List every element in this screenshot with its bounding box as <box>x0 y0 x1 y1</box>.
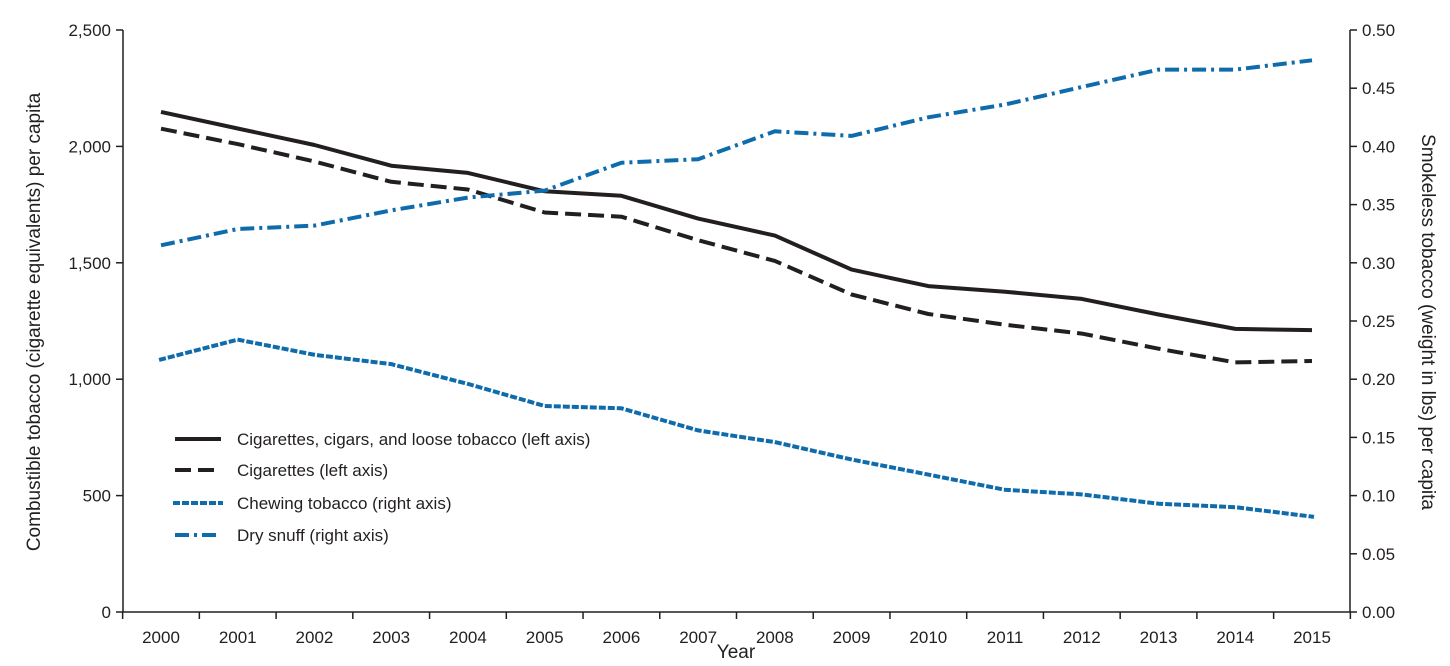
right-y-axis-title: Smokeless tobacco (weight in lbs) per ca… <box>1417 134 1438 510</box>
x-tick-label: 2000 <box>142 628 180 647</box>
series-line-3 <box>160 58 1313 248</box>
right-y-tick-label: 0.45 <box>1362 79 1395 98</box>
x-tick-label: 2012 <box>1063 628 1101 647</box>
left-y-tick-label: 0 <box>102 603 111 622</box>
legend-item-dry-snuff: Dry snuff (right axis) <box>175 526 389 545</box>
x-tick-label: 2010 <box>909 628 947 647</box>
right-y-tick-label: 0.50 <box>1362 21 1395 40</box>
chart-axes <box>122 30 1351 613</box>
x-axis-title: Year <box>717 642 756 663</box>
legend-label: Cigarettes, cigars, and loose tobacco (l… <box>237 430 590 449</box>
right-y-tick-label: 0.15 <box>1362 428 1395 447</box>
right-y-tick-label: 0.20 <box>1362 370 1395 389</box>
right-y-tick-label: 0.30 <box>1362 254 1395 273</box>
x-tick-label: 2011 <box>987 628 1024 647</box>
x-tick-label: 2013 <box>1140 628 1178 647</box>
series-lines <box>158 58 1315 519</box>
x-tick-label: 2005 <box>526 628 564 647</box>
legend-item-total-combustible: Cigarettes, cigars, and loose tobacco (l… <box>175 430 590 449</box>
x-tick-label: 2003 <box>372 628 410 647</box>
x-tick-label: 2002 <box>296 628 334 647</box>
x-tick-label: 2009 <box>833 628 871 647</box>
right-y-tick-label: 0.00 <box>1362 603 1395 622</box>
x-tick-label: 2007 <box>679 628 717 647</box>
left-y-axis-title: Combustible tobacco (cigarette equivalen… <box>24 92 45 551</box>
x-ticks: 2000 2001 2002 2003 2004 2005 2006 2007 2008 2009… <box>121 612 1352 647</box>
legend-item-cigarettes: Cigarettes (left axis) <box>175 461 388 480</box>
x-tick-label: 2008 <box>756 628 794 647</box>
left-y-tick-label: 2,000 <box>68 137 111 156</box>
x-tick-label: 2006 <box>602 628 640 647</box>
right-y-tick-label: 0.35 <box>1362 196 1395 215</box>
series-line-1 <box>160 126 1313 365</box>
x-tick-label: 2014 <box>1216 628 1254 647</box>
series-line-0 <box>160 109 1313 333</box>
right-y-tick-label: 0.40 <box>1362 137 1395 156</box>
legend: Cigarettes, cigars, and loose tobacco (l… <box>173 430 590 545</box>
legend-label: Chewing tobacco (right axis) <box>237 494 451 513</box>
legend-label: Cigarettes (left axis) <box>237 461 388 480</box>
x-tick-label: 2001 <box>219 628 257 647</box>
left-y-ticks: 0 500 1,000 1,500 2,000 2,500 <box>68 21 123 622</box>
series-line-2 <box>158 337 1315 519</box>
right-y-tick-label: 0.10 <box>1362 487 1395 506</box>
right-y-ticks: 0.00 0.05 0.10 0.15 0.20 0.25 0.30 0.35 0.40 0.45… <box>1350 21 1395 622</box>
x-tick-label: 2004 <box>449 628 487 647</box>
left-y-tick-label: 2,500 <box>68 21 111 40</box>
left-y-tick-label: 1,500 <box>68 254 111 273</box>
x-tick-label: 2015 <box>1293 628 1331 647</box>
right-y-tick-label: 0.05 <box>1362 545 1395 564</box>
legend-label: Dry snuff (right axis) <box>237 526 389 545</box>
left-y-tick-label: 500 <box>83 487 111 506</box>
right-y-tick-label: 0.25 <box>1362 312 1395 331</box>
legend-item-chewing-tobacco: Chewing tobacco (right axis) <box>173 494 451 513</box>
left-y-tick-label: 1,000 <box>68 370 111 389</box>
